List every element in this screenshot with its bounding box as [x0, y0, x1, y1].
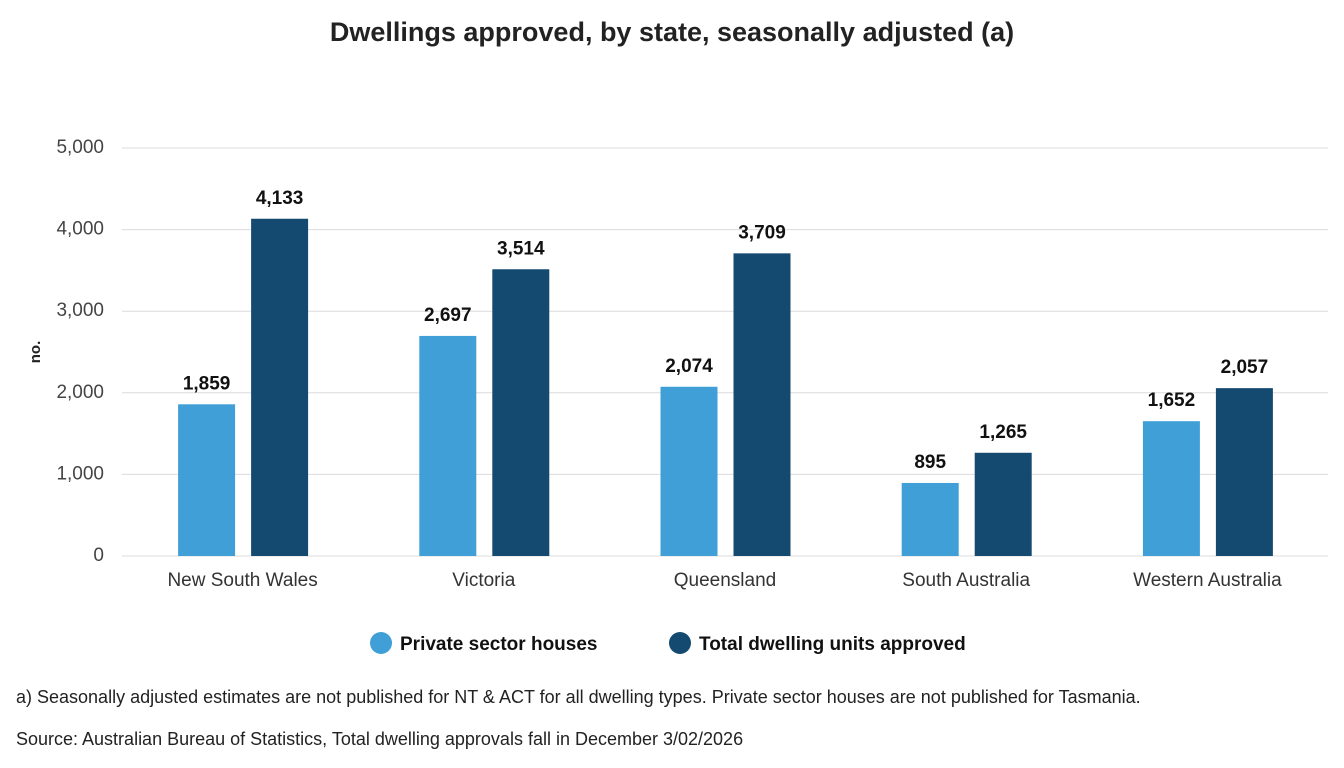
x-tick-label: Queensland — [674, 570, 776, 591]
legend-label: Total dwelling units approved — [699, 634, 966, 655]
bar — [901, 482, 959, 556]
bar — [660, 386, 718, 556]
legend-swatch — [370, 632, 392, 654]
x-tick-label: New South Wales — [167, 570, 317, 591]
y-tick-label: 5,000 — [56, 137, 104, 158]
bar — [733, 253, 791, 557]
value-label: 1,652 — [1148, 390, 1196, 411]
bar — [1215, 388, 1273, 556]
legend-label: Private sector houses — [400, 634, 597, 655]
y-tick-label: 3,000 — [56, 300, 104, 321]
bar — [251, 218, 309, 556]
y-axis-label: no. — [27, 341, 44, 364]
y-tick-label: 1,000 — [56, 463, 104, 484]
value-label: 3,709 — [738, 222, 786, 243]
bar — [492, 269, 550, 556]
bar — [974, 452, 1032, 556]
value-label: 4,133 — [256, 188, 304, 209]
bar — [419, 335, 477, 556]
value-label: 1,265 — [979, 422, 1027, 443]
y-tick-label: 4,000 — [56, 219, 104, 240]
value-label: 3,514 — [497, 238, 545, 259]
bar — [178, 404, 236, 556]
footnote: a) Seasonally adjusted estimates are not… — [16, 687, 1141, 707]
y-tick-label: 2,000 — [56, 382, 104, 403]
chart-title: Dwellings approved, by state, seasonally… — [330, 17, 1014, 47]
value-label: 2,697 — [424, 305, 472, 326]
x-tick-label: Victoria — [452, 570, 515, 591]
bar — [1142, 421, 1200, 556]
source-note: Source: Australian Bureau of Statistics,… — [16, 729, 743, 749]
value-label: 895 — [914, 452, 946, 473]
x-tick-label: South Australia — [902, 570, 1030, 591]
value-label: 2,074 — [665, 356, 713, 377]
value-label: 2,057 — [1221, 357, 1269, 378]
y-tick-label: 0 — [93, 545, 104, 566]
legend-swatch — [669, 632, 691, 654]
value-label: 1,859 — [183, 373, 231, 394]
x-tick-label: Western Australia — [1133, 570, 1282, 591]
